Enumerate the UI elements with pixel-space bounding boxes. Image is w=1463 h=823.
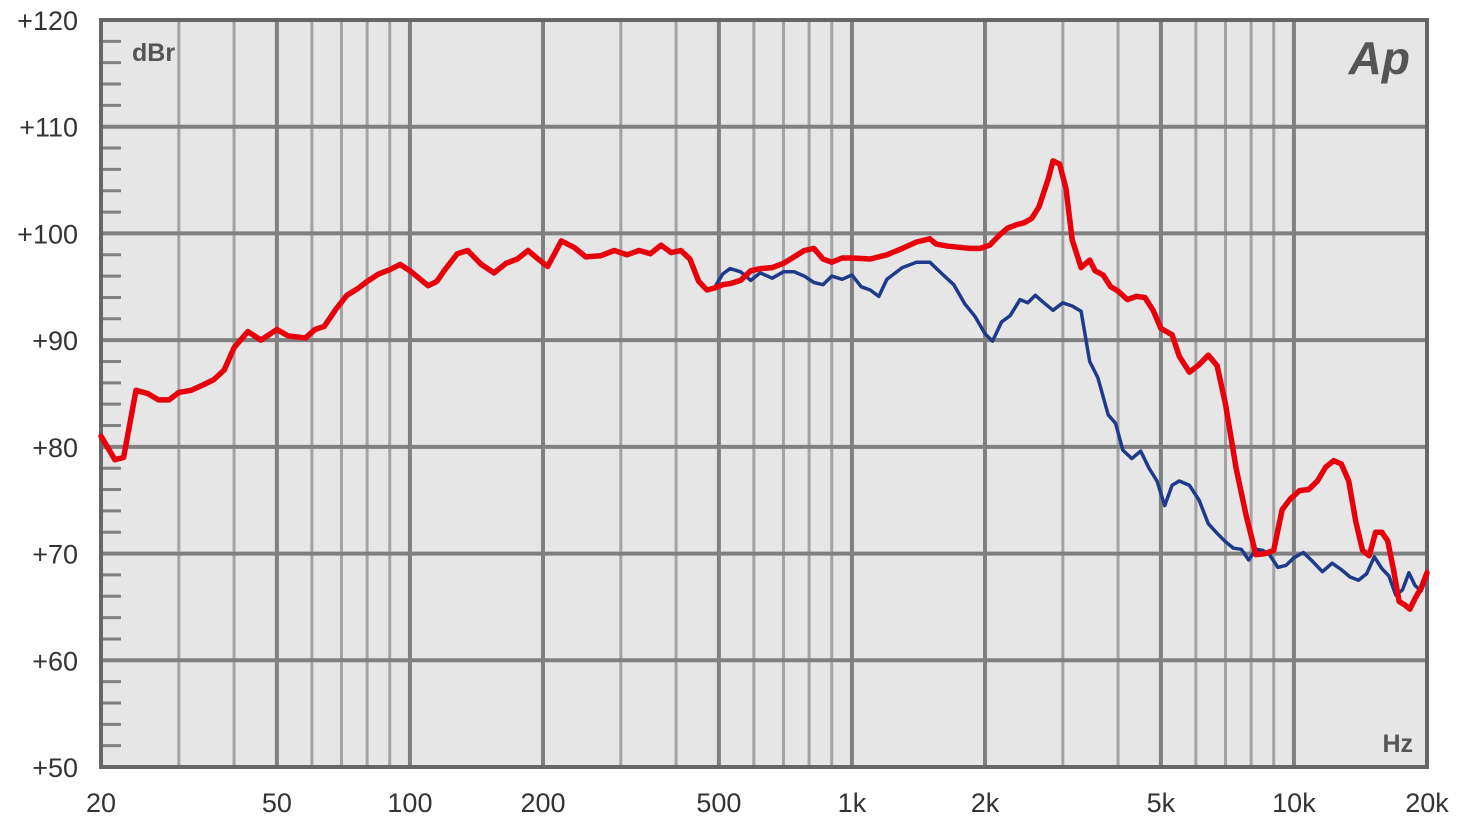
x-axis-unit-label: Hz <box>1382 730 1413 758</box>
ap-logo: Ap <box>1348 32 1410 84</box>
y-tick-label: +90 <box>32 326 78 356</box>
plot-border <box>99 18 1429 769</box>
x-tick-labels: 20 50 100 200 500 1k 2k 5k 10k 20k <box>86 788 1449 818</box>
y-tick-label: +80 <box>32 433 78 463</box>
x-tick-label: 50 <box>262 788 292 818</box>
x-tick-label: 20 <box>86 788 116 818</box>
x-tick-label: 1k <box>838 788 867 818</box>
x-tick-label: 20k <box>1405 788 1449 818</box>
x-tick-label: 10k <box>1272 788 1316 818</box>
series-line-red <box>98 158 1430 612</box>
series-line-blue <box>713 260 1429 597</box>
y-tick-label: +50 <box>32 753 78 783</box>
y-tick-label: +60 <box>32 646 78 676</box>
x-tick-label: 2k <box>971 788 1000 818</box>
x-tick-label: 5k <box>1147 788 1176 818</box>
x-tick-label: 500 <box>696 788 741 818</box>
series-layer <box>98 158 1430 612</box>
y-tick-label: +120 <box>17 6 78 36</box>
y-minor-ticks <box>101 39 121 748</box>
x-tick-label: 200 <box>520 788 565 818</box>
y-tick-labels: +120 +110 +100 +90 +80 +70 +60 +50 <box>17 6 78 783</box>
x-tick-label: 100 <box>387 788 432 818</box>
minor-grid <box>177 20 1276 767</box>
y-tick-label: +70 <box>32 540 78 570</box>
y-axis-unit-label: dBr <box>132 39 175 67</box>
plot-background <box>101 20 1427 767</box>
y-tick-label: +100 <box>17 219 78 249</box>
y-tick-label: +110 <box>19 113 78 143</box>
